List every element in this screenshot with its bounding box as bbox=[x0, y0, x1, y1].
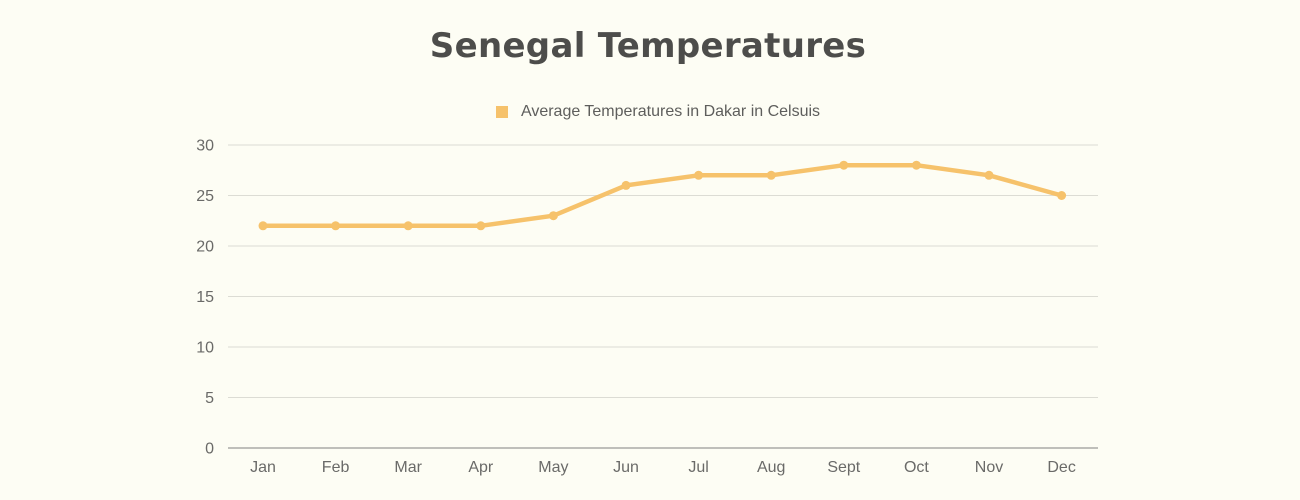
y-tick-label: 10 bbox=[196, 340, 214, 357]
y-axis-ticks: 0 5 10 15 20 25 30 bbox=[196, 138, 214, 458]
x-tick-label: May bbox=[538, 459, 568, 476]
series-layer bbox=[258, 160, 1067, 231]
data-point[interactable] bbox=[694, 170, 704, 180]
x-tick-label: Mar bbox=[394, 459, 422, 476]
data-point[interactable] bbox=[839, 160, 849, 170]
y-tick-label: 5 bbox=[205, 390, 214, 407]
x-tick-label: Apr bbox=[468, 459, 494, 476]
legend: Average Temperatures in Dakar in Celsuis bbox=[0, 103, 1300, 121]
data-point[interactable] bbox=[403, 221, 413, 231]
chart-title: Senegal Temperatures bbox=[429, 26, 867, 66]
legend-label: Average Temperatures in Dakar in Celsuis bbox=[520, 103, 821, 120]
y-tick-label: 15 bbox=[196, 289, 214, 306]
data-point[interactable] bbox=[766, 170, 776, 180]
data-point[interactable] bbox=[258, 221, 268, 231]
y-tick-label: 0 bbox=[205, 441, 214, 458]
x-tick-label: Nov bbox=[975, 459, 1003, 476]
y-tick-label: 20 bbox=[196, 239, 214, 256]
x-tick-label: Aug bbox=[757, 459, 785, 476]
data-point[interactable] bbox=[984, 170, 994, 180]
data-point[interactable] bbox=[911, 160, 921, 170]
data-point[interactable] bbox=[548, 211, 558, 221]
legend-swatch bbox=[495, 106, 508, 118]
x-tick-label: Jan bbox=[250, 459, 276, 476]
gridlines bbox=[228, 144, 1098, 449]
x-tick-label: Dec bbox=[1047, 459, 1075, 476]
data-point[interactable] bbox=[476, 221, 486, 231]
data-point[interactable] bbox=[331, 221, 341, 231]
y-tick-label: 25 bbox=[196, 188, 214, 205]
x-tick-label: Feb bbox=[322, 459, 350, 476]
x-tick-label: Jul bbox=[688, 459, 708, 476]
x-tick-label: Oct bbox=[904, 459, 929, 476]
y-tick-label: 30 bbox=[196, 138, 214, 155]
x-tick-label: Sept bbox=[827, 459, 860, 476]
x-tick-label: Jun bbox=[613, 459, 639, 476]
series-line bbox=[260, 162, 1064, 229]
x-axis-ticks: Jan Feb Mar Apr May Jun Jul Aug Sept Oct Nov Dec bbox=[250, 459, 1076, 476]
data-point[interactable] bbox=[621, 180, 631, 190]
data-point[interactable] bbox=[1057, 191, 1067, 200]
